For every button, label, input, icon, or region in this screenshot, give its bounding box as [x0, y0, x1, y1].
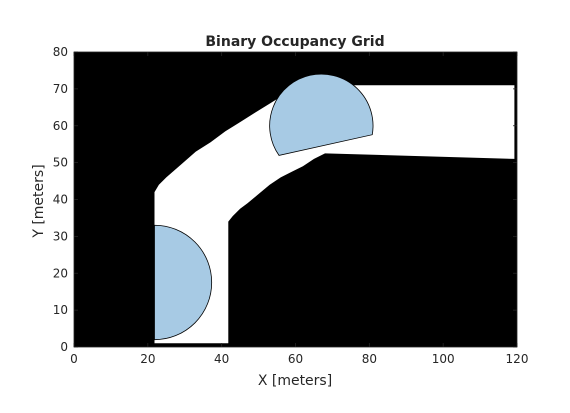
upper-rotated-disc: [269, 73, 374, 156]
x-tick-label: 60: [288, 352, 303, 366]
x-tick-label: 20: [140, 352, 155, 366]
x-tick-label: 120: [506, 352, 529, 366]
x-axis-ticks: 0 20 40 60 80 100 120: [70, 52, 528, 366]
x-tick-label: 100: [432, 352, 455, 366]
x-tick-label: 0: [70, 352, 78, 366]
y-tick-label: 0: [60, 340, 68, 354]
y-axis-ticks: 0 10 20 30 40 50 60 70 80: [53, 45, 517, 354]
x-axis-label: X [meters]: [258, 373, 332, 389]
y-axis-label: Y [meters]: [31, 164, 47, 238]
y-tick-label: 60: [53, 119, 68, 133]
y-tick-label: 80: [53, 45, 68, 59]
y-tick-label: 20: [53, 266, 68, 280]
free-space-layer: [154, 85, 515, 344]
y-tick-label: 50: [53, 156, 68, 170]
x-tick-label: 80: [362, 352, 377, 366]
lower-half-disc: [154, 224, 213, 341]
plot-area: [73, 51, 518, 348]
y-tick-label: 70: [53, 82, 68, 96]
y-tick-label: 10: [53, 303, 68, 317]
y-tick-label: 40: [53, 193, 68, 207]
y-tick-label: 30: [53, 229, 68, 243]
highlight-layer: [154, 73, 374, 341]
x-tick-label: 40: [214, 352, 229, 366]
chart-title: Binary Occupancy Grid: [205, 34, 384, 50]
lower-vertical-corridor: [154, 85, 515, 344]
